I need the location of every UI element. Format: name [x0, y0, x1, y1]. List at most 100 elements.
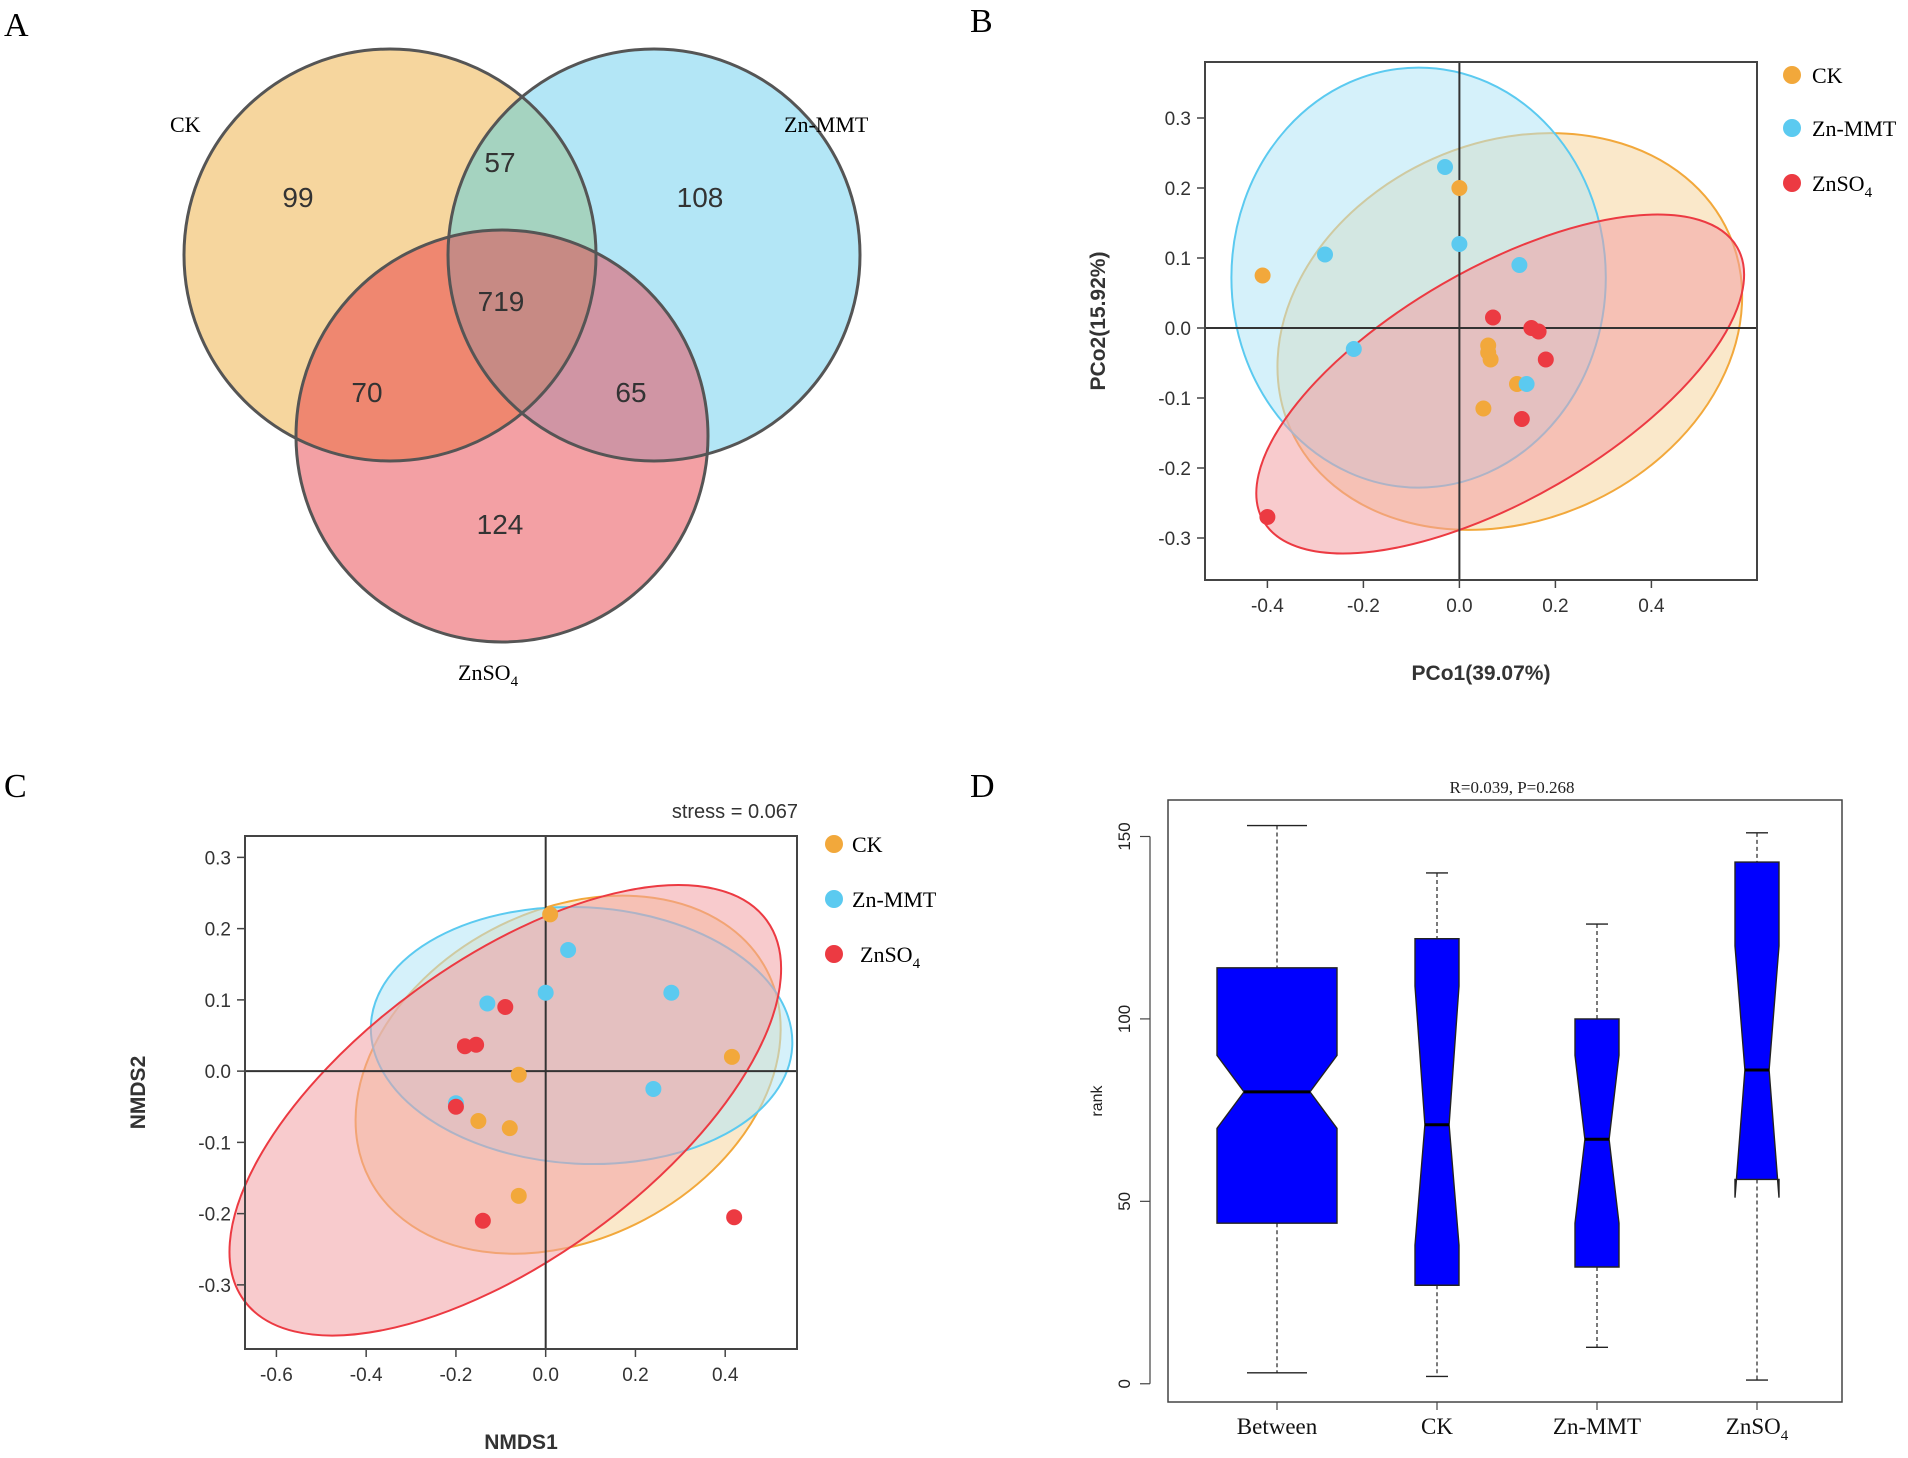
venn-count-zn-mmt-znso4: 65 — [615, 377, 646, 408]
nmds-ellipses — [228, 884, 794, 1337]
pcoa-x-tick-label: 0.4 — [1638, 596, 1665, 617]
nmds-x-axis-label: NMDS1 — [484, 1431, 558, 1454]
pcoa-point-znso4 — [1259, 509, 1276, 525]
nmds-point-ck — [470, 1113, 487, 1129]
pcoa-point-zn-mmt — [1451, 236, 1468, 252]
pcoa-point-ck — [1451, 180, 1468, 196]
pcoa-x-tick-label: -0.2 — [1347, 596, 1380, 617]
pcoa-axes: -0.4 -0.2 0.0 0.2 0.4 -0.3 -0.2 -0.1 0.0 0.1 0.2 0.… — [1158, 109, 1665, 617]
pcoa-legend-label-znso4: ZnSO4 — [1812, 171, 1873, 201]
nmds-point-znso4 — [497, 999, 514, 1015]
pcoa-point-znso4 — [1537, 351, 1554, 368]
venn-count-zn-mmt-only: 108 — [677, 182, 724, 213]
nmds-y-tick-label: -0.1 — [198, 1133, 231, 1154]
boxplot-y-tick-label: 0 — [1115, 1379, 1134, 1388]
panel-label-b: B — [970, 3, 993, 40]
nmds-legend-label-zn-mmt: Zn-MMT — [852, 887, 937, 912]
venn-label-zn-mmt: Zn-MMT — [784, 112, 869, 137]
nmds-point-znso4 — [726, 1209, 743, 1226]
boxplot-frame — [1167, 799, 1843, 1403]
pcoa-chart: -0.4 -0.2 0.0 0.2 0.4 -0.3 -0.2 -0.1 0.0 0.1 0.2 0.… — [1087, 61, 1897, 685]
venn-count-ck-only: 99 — [282, 182, 313, 213]
venn-outline-znso4 — [294, 228, 710, 644]
nmds-point-ck — [510, 1187, 527, 1204]
pcoa-y-tick-label: -0.3 — [1158, 529, 1191, 550]
pcoa-legend: CK Zn-MMT ZnSO4 — [1783, 63, 1897, 201]
nmds-plot-frame — [244, 835, 798, 1350]
pcoa-x-tick-label: -0.4 — [1251, 596, 1284, 617]
pcoa-point-znso4 — [1513, 411, 1530, 427]
boxplot-boxes — [1216, 824, 1780, 1381]
pcoa-point-znso4 — [1485, 309, 1501, 326]
pcoa-x-tick-label: 0.2 — [1542, 596, 1568, 617]
pcoa-y-tick-label: -0.2 — [1158, 459, 1191, 480]
nmds-legend-label-ck: CK — [852, 832, 883, 857]
boxplot-x-tick-labels: Between CK Zn-MMT ZnSO4 — [1237, 1402, 1789, 1444]
venn-label-ck: CK — [170, 112, 201, 137]
panel-label-c: C — [4, 768, 27, 805]
pcoa-point-zn-mmt — [1518, 376, 1535, 392]
nmds-y-tick-label: 0.0 — [205, 1062, 231, 1083]
pcoa-point-ck — [1254, 267, 1271, 284]
nmds-stress-annotation: stress = 0.067 — [672, 801, 798, 823]
nmds-y-tick-label: 0.1 — [205, 991, 231, 1012]
pcoa-point-zn-mmt — [1317, 246, 1333, 263]
boxplot-y-tick-label: 100 — [1115, 1005, 1134, 1033]
boxplot-x-tick-label-ck: CK — [1421, 1414, 1453, 1439]
pcoa-y-axis-label: PCo2(15.92%) — [1087, 252, 1110, 391]
nmds-point-ck — [510, 1066, 527, 1083]
nmds-y-tick-label: 0.2 — [205, 920, 231, 941]
nmds-legend-marker-ck — [825, 835, 843, 853]
boxplot-box-zn-mmt — [1574, 1018, 1620, 1268]
anosim-boxplot: R=0.039, P=0.268 0 50 100 150 rank Between C… — [1089, 778, 1843, 1444]
pcoa-point-ck — [1482, 351, 1499, 368]
nmds-point-znso4 — [468, 1036, 485, 1053]
nmds-y-tick-label: -0.3 — [198, 1276, 231, 1297]
nmds-point-znso4 — [447, 1098, 464, 1115]
nmds-x-tick-label: -0.6 — [260, 1365, 293, 1386]
nmds-point-ck — [501, 1120, 518, 1137]
nmds-y-axis-label: NMDS2 — [127, 1056, 150, 1130]
nmds-ellipse-znso4 — [228, 884, 783, 1337]
pcoa-legend-label-ck: CK — [1812, 63, 1843, 88]
pcoa-plot-frame — [1204, 61, 1758, 581]
nmds-x-tick-label: -0.4 — [350, 1365, 383, 1386]
pcoa-points — [1254, 159, 1554, 525]
boxplot-y-tick-label: 50 — [1115, 1192, 1134, 1211]
boxplot-x-tick-label-between: Between — [1237, 1414, 1318, 1439]
panel-label-d: D — [970, 768, 995, 805]
pcoa-legend-marker-zn-mmt — [1783, 119, 1801, 137]
pcoa-x-axis-label: PCo1(39.07%) — [1412, 662, 1551, 685]
nmds-legend-marker-znso4 — [825, 945, 843, 963]
nmds-y-tick-label: 0.3 — [205, 848, 231, 869]
nmds-axes: -0.6 -0.4 -0.2 0.0 0.2 0.4 -0.3 -0.2 -0.1 0.0 0.1 0… — [198, 848, 739, 1386]
boxplot-x-tick-label-znso4: ZnSO4 — [1726, 1414, 1789, 1444]
nmds-legend: CK Zn-MMT ZnSO4 — [825, 832, 937, 972]
pcoa-y-tick-label: 0.1 — [1165, 249, 1191, 270]
boxplot-title: R=0.039, P=0.268 — [1450, 778, 1575, 797]
panel-label-a: A — [4, 7, 29, 44]
pcoa-x-tick-label: 0.0 — [1446, 596, 1472, 617]
nmds-chart: -0.6 -0.4 -0.2 0.0 0.2 0.4 -0.3 -0.2 -0.1 0.0 0.1 0… — [127, 801, 937, 1454]
pcoa-legend-label-zn-mmt: Zn-MMT — [1812, 116, 1897, 141]
venn-count-ck-znso4: 70 — [351, 377, 382, 408]
nmds-legend-label-znso4: ZnSO4 — [860, 942, 921, 972]
boxplot-axes: 0 50 100 150 — [1115, 822, 1151, 1388]
boxplot-box-ck — [1414, 937, 1460, 1286]
nmds-point-ck — [542, 906, 559, 923]
boxplot-x-tick-label-zn-mmt: Zn-MMT — [1553, 1414, 1641, 1439]
pcoa-point-ck — [1475, 400, 1492, 417]
pcoa-legend-marker-ck — [1783, 66, 1801, 84]
nmds-x-tick-label: 0.4 — [712, 1365, 739, 1386]
venn-count-znso4-only: 124 — [477, 509, 524, 540]
venn-count-ck-zn-mmt: 57 — [484, 147, 515, 178]
venn-outline-ck — [182, 47, 598, 463]
nmds-point-zn-mmt — [645, 1080, 662, 1097]
nmds-point-ck — [723, 1048, 740, 1065]
nmds-x-tick-label: -0.2 — [440, 1365, 473, 1386]
venn-count-all: 719 — [478, 286, 525, 317]
pcoa-y-tick-label: -0.1 — [1158, 389, 1191, 410]
pcoa-point-zn-mmt — [1511, 257, 1528, 273]
pcoa-point-zn-mmt — [1437, 159, 1453, 175]
